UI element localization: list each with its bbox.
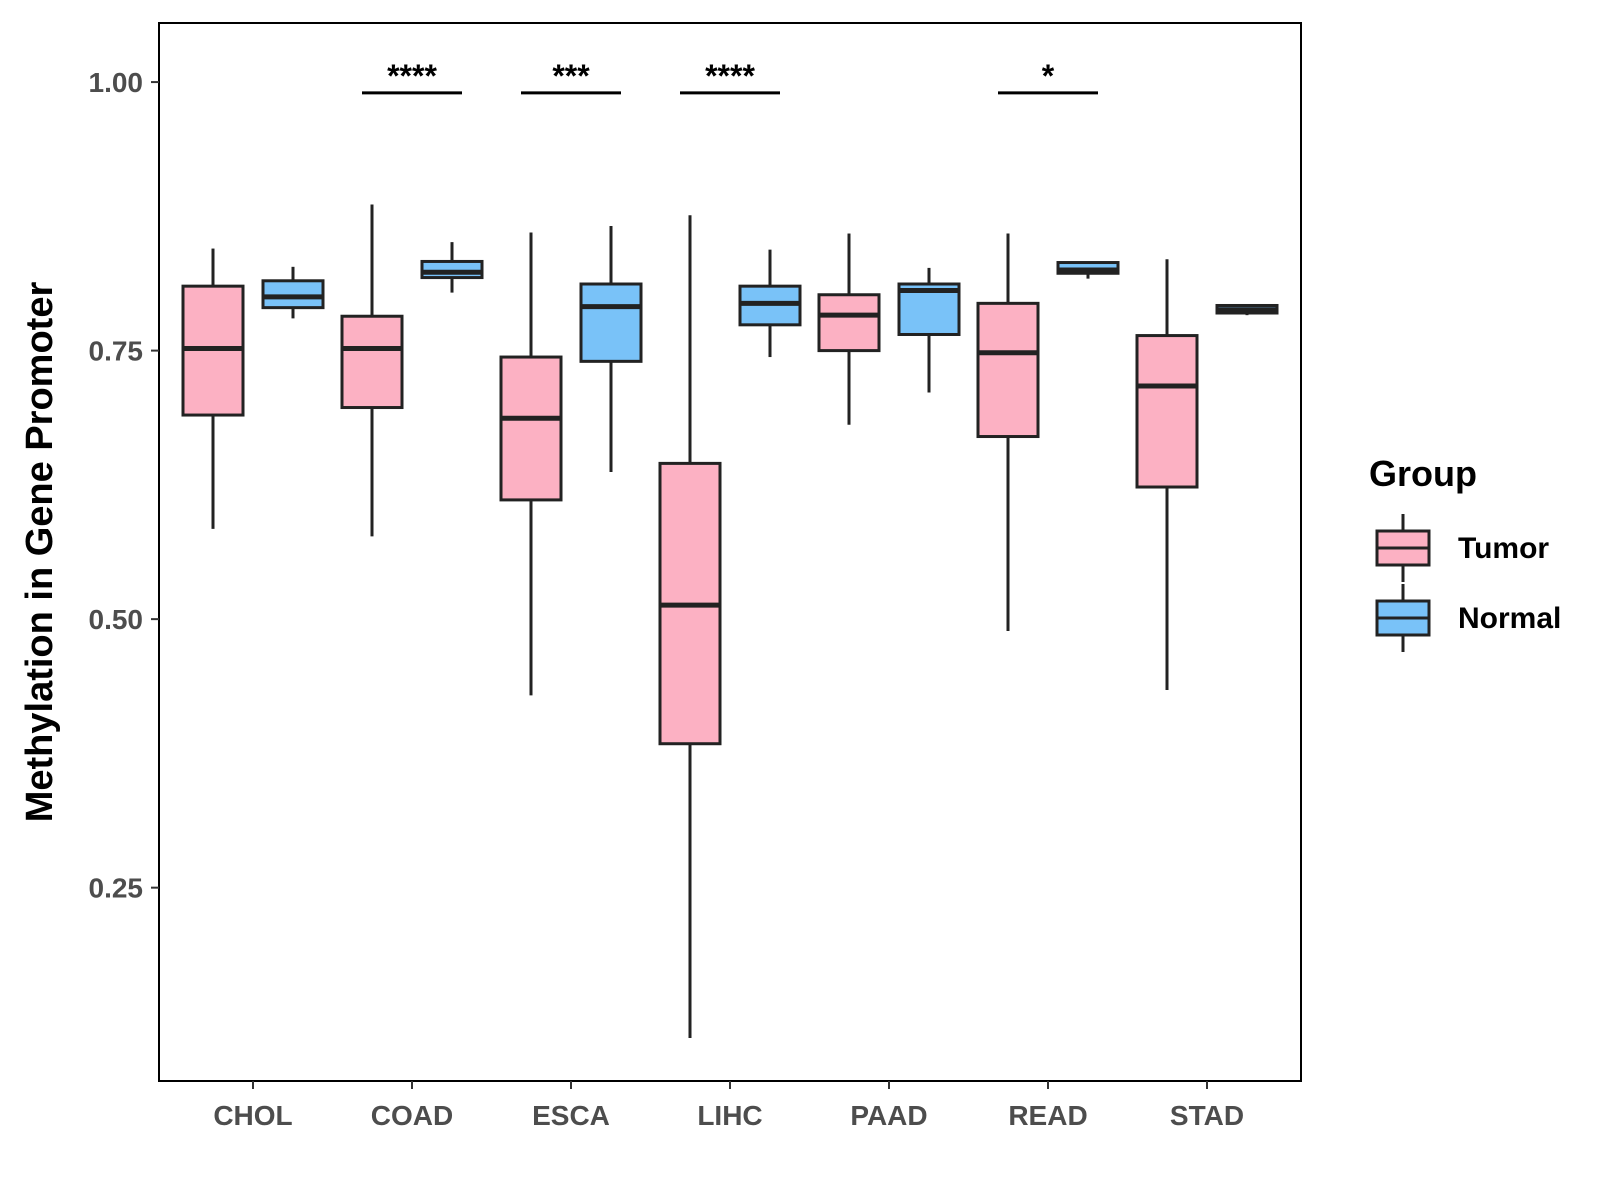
legend-item-normal: Normal <box>1375 584 1561 652</box>
sig-label: **** <box>387 58 437 94</box>
box-iqr <box>579 282 643 363</box>
x-tick-label: CHOL <box>213 1100 292 1131</box>
box-tumor-esca <box>499 232 563 696</box>
box-tumor-chol <box>181 248 245 529</box>
box-tumor-paad <box>817 233 881 425</box>
x-axis: CHOL COAD ESCA LIHC PAAD READ STAD <box>213 1081 1244 1131</box>
legend-label: Tumor <box>1458 532 1549 565</box>
box-normal-read <box>1056 261 1120 279</box>
sig-label: *** <box>552 58 590 94</box>
box-normal-lihc <box>738 249 802 358</box>
box-iqr <box>340 314 404 410</box>
legend-item-tumor: Tumor <box>1375 514 1549 582</box>
legend-title: Group <box>1369 453 1477 494</box>
sig-coad: **** <box>362 58 462 95</box>
x-tick-label: PAAD <box>850 1100 927 1131</box>
sig-read: * <box>998 58 1098 95</box>
sig-lihc: **** <box>680 58 780 95</box>
box-normal-chol <box>261 266 325 319</box>
plot-panel <box>158 22 1302 1082</box>
box-iqr <box>420 259 484 280</box>
y-axis: 0.25 0.50 0.75 1.00 <box>89 67 159 904</box>
box-iqr <box>261 279 325 310</box>
y-tick-label: 0.75 <box>89 336 144 367</box>
legend: Group Tumor Normal <box>1369 453 1561 652</box>
box-series <box>181 204 1279 1039</box>
sig-label: **** <box>705 58 755 94</box>
x-tick-label: COAD <box>371 1100 453 1131</box>
x-tick-label: READ <box>1008 1100 1087 1131</box>
y-tick-label: 1.00 <box>89 67 144 98</box>
sig-esca: *** <box>521 58 621 95</box>
y-tick-label: 0.50 <box>89 604 144 635</box>
box-tumor-read <box>976 233 1040 631</box>
box-iqr <box>976 301 1040 439</box>
box-iqr <box>499 355 563 502</box>
box-normal-paad <box>897 267 961 393</box>
significance-annotations: **** *** **** * <box>362 58 1098 95</box>
box-normal-coad <box>420 242 484 293</box>
x-tick-label: ESCA <box>532 1100 610 1131</box>
y-tick-label: 0.25 <box>89 873 144 904</box>
box-tumor-coad <box>340 204 404 537</box>
box-normal-stad <box>1215 303 1279 316</box>
box-tumor-stad <box>1135 259 1199 691</box>
box-tumor-lihc <box>658 215 722 1039</box>
series-normal <box>261 226 1279 472</box>
series-tumor <box>181 204 1199 1039</box>
legend-label: Normal <box>1458 602 1561 635</box>
y-axis-title: Methylation in Gene Promoter <box>19 282 61 823</box>
sig-label: * <box>1042 58 1055 94</box>
box-iqr <box>1135 334 1199 489</box>
x-tick-label: STAD <box>1170 1100 1244 1131</box>
box-iqr <box>817 293 881 353</box>
legend-items: Tumor Normal <box>1375 514 1561 652</box>
x-tick-label: LIHC <box>697 1100 762 1131</box>
box-normal-esca <box>579 226 643 472</box>
